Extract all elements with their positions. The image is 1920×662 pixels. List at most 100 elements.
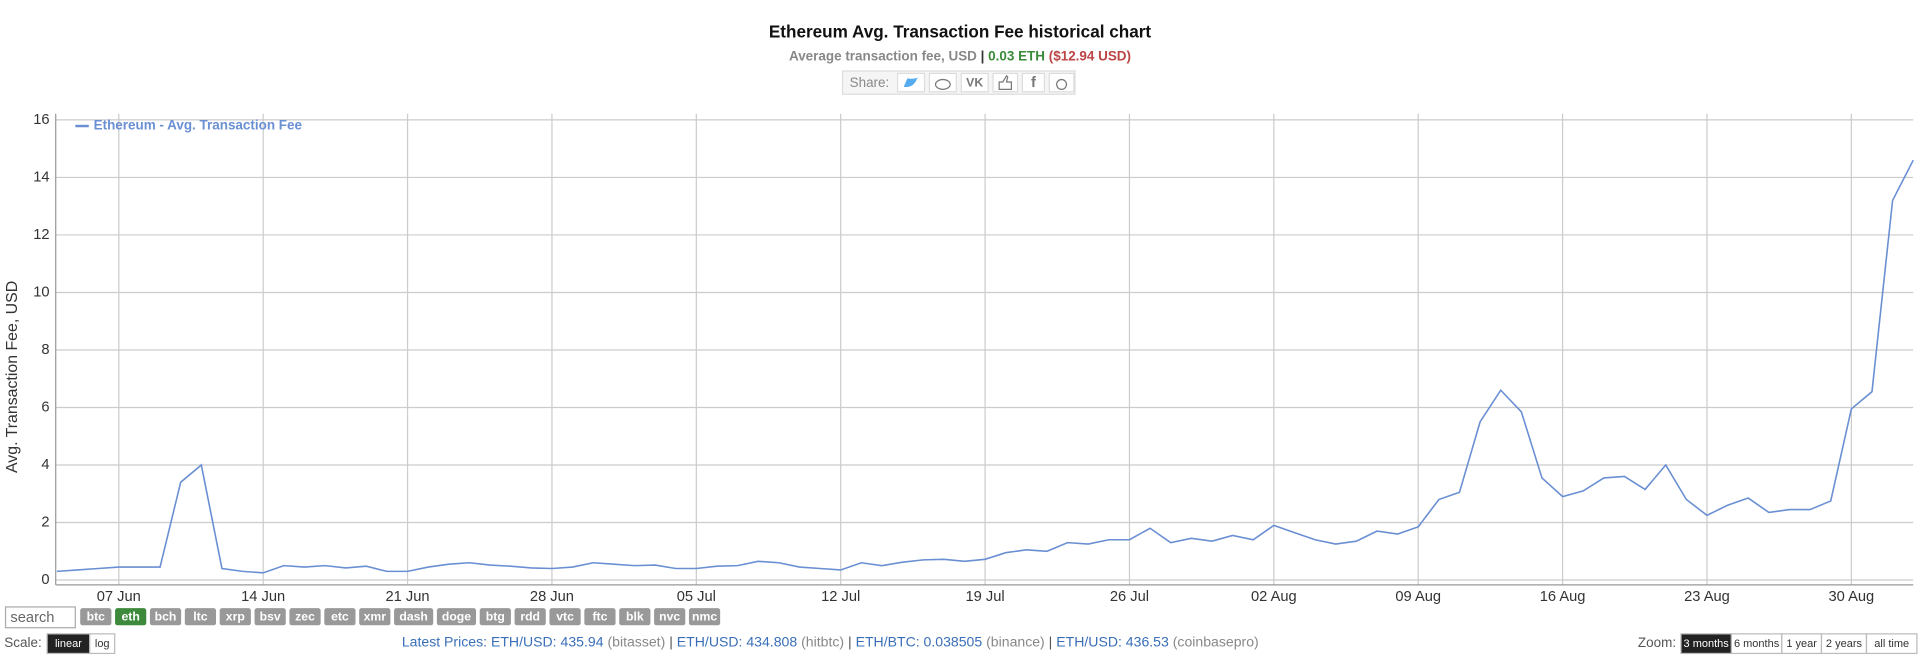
x-tick-label: 19 Jul — [966, 589, 1005, 605]
coin-label: bsv — [260, 610, 281, 624]
coin-label: dash — [399, 610, 428, 624]
like-icon — [998, 74, 1013, 90]
price-pair: ETH/USD: 435.94 — [491, 633, 604, 649]
x-tick-label: 28 Jun — [530, 589, 574, 605]
coin-label: xmr — [364, 610, 387, 624]
price-source: (binance) — [986, 633, 1045, 649]
coin-button[interactable] — [115, 608, 147, 626]
coin-label: nmc — [692, 610, 717, 624]
coin-label: xrp — [226, 610, 245, 624]
y-tick-label: 6 — [41, 399, 49, 415]
coin-label: blk — [626, 610, 644, 624]
zoom-label: Zoom: — [1638, 635, 1676, 650]
plot: 0 2 4 6 8 10 12 14 16 07 Jun 14 Jun 21 Jun 28 Jun 05 … — [33, 112, 1914, 605]
facebook-icon: f — [1031, 75, 1036, 91]
twitter-icon — [903, 77, 920, 88]
coin-button[interactable] — [324, 608, 356, 626]
price-pair: ETH/USD: 434.808 — [677, 633, 798, 649]
subtitle-usd: ($12.94 USD) — [1049, 48, 1131, 63]
weibo-icon — [1056, 78, 1068, 90]
x-tick-label: 30 Aug — [1829, 589, 1875, 605]
coin-button[interactable] — [359, 608, 391, 626]
price-source: (bitasset) — [607, 633, 665, 649]
vk-icon: VK — [966, 75, 983, 89]
zoom-button[interactable] — [1865, 633, 1918, 655]
price-pair: ETH/BTC: 0.038505 — [856, 633, 983, 649]
coin-button[interactable] — [688, 608, 721, 626]
y-tick-label: 2 — [41, 514, 49, 530]
share-vk[interactable] — [960, 72, 989, 93]
prices-separator: | — [669, 633, 673, 649]
legend-label: Ethereum - Avg. Transaction Fee — [94, 118, 303, 133]
x-tick-label: 02 Aug — [1251, 589, 1297, 605]
x-tick-label: 07 Jun — [97, 589, 141, 605]
coin-label: nvc — [659, 610, 680, 624]
search-box[interactable] — [4, 606, 76, 629]
x-tick-label: 09 Aug — [1395, 589, 1441, 605]
y-tick-label: 12 — [33, 227, 49, 243]
scale-button[interactable] — [89, 633, 116, 655]
coin-button[interactable] — [184, 608, 217, 626]
coin-button[interactable] — [219, 608, 251, 626]
search-placeholder: search — [10, 610, 54, 626]
x-tick-label: 16 Aug — [1540, 589, 1586, 605]
coin-label: vtc — [556, 610, 574, 624]
coin-button[interactable] — [584, 608, 616, 626]
coin-button[interactable] — [289, 608, 321, 626]
coin-button[interactable] — [514, 608, 546, 626]
coin-button[interactable] — [619, 608, 651, 626]
prices-label: Latest Prices: — [402, 633, 487, 649]
prices-separator: | — [848, 633, 852, 649]
zoom-button-label: all time — [1874, 638, 1909, 650]
price-source: (coinbasepro) — [1173, 633, 1259, 649]
zoom-button-label: 1 year — [1786, 638, 1817, 650]
coin-label: eth — [122, 610, 140, 624]
coin-label: btc — [87, 610, 106, 624]
reddit-icon — [934, 78, 951, 90]
scale-label: Scale: — [4, 635, 41, 650]
zoom-button-label: 2 years — [1826, 638, 1863, 650]
coin-button[interactable] — [394, 608, 434, 626]
coin-label: ltc — [193, 610, 207, 624]
price-source: (hitbtc) — [801, 633, 844, 649]
coin-label: bch — [155, 610, 177, 624]
zoom-button-label: 6 months — [1734, 638, 1780, 650]
y-tick-label: 8 — [41, 342, 49, 358]
y-axis-label: Avg. Transaction Fee, USD — [4, 281, 21, 473]
share-label: Share: — [850, 75, 890, 90]
coin-button[interactable] — [80, 608, 112, 626]
x-tick-label: 12 Jul — [821, 589, 860, 605]
zoom-button-label: 3 months — [1684, 638, 1730, 650]
series-line — [56, 159, 1914, 574]
latest-prices: Latest Prices: ETH/USD: 435.94 (bitasset… — [402, 633, 1259, 649]
coin-label: zec — [295, 610, 315, 624]
coin-button[interactable] — [149, 608, 182, 626]
y-tick-label: 14 — [33, 169, 49, 185]
subtitle-eth: 0.03 ETH — [988, 48, 1045, 63]
subtitle-sep: | — [981, 48, 985, 63]
x-tick-label: 05 Jul — [677, 589, 716, 605]
x-tick-label: 26 Jul — [1110, 589, 1149, 605]
coin-label: etc — [331, 610, 349, 624]
coin-label: doge — [442, 610, 471, 624]
coin-button[interactable] — [479, 608, 511, 626]
share-facebook[interactable] — [1021, 72, 1046, 93]
controls: search btc eth bch ltc xrp bsv zec etc xmr dash dog… — [4, 606, 1918, 655]
coin-button[interactable] — [654, 608, 686, 626]
coin-button[interactable] — [436, 608, 477, 626]
x-tick-label: 21 Jun — [386, 589, 430, 605]
coin-button[interactable] — [549, 608, 581, 626]
coin-label: ftc — [592, 610, 607, 624]
x-tick-label: 14 Jun — [241, 589, 285, 605]
subtitle: Average transaction fee, USD | 0.03 ETH … — [789, 48, 1131, 63]
price-pair: ETH/USD: 436.53 — [1056, 633, 1169, 649]
coin-label: rdd — [520, 610, 540, 624]
coin-button[interactable] — [254, 608, 286, 626]
scale-button-label: linear — [55, 638, 82, 650]
subtitle-label: Average transaction fee, USD — [789, 48, 977, 63]
share-weibo[interactable] — [1048, 72, 1075, 93]
y-tick-label: 10 — [33, 284, 49, 300]
y-tick-label: 4 — [41, 457, 49, 473]
coin-label: btg — [486, 610, 505, 624]
